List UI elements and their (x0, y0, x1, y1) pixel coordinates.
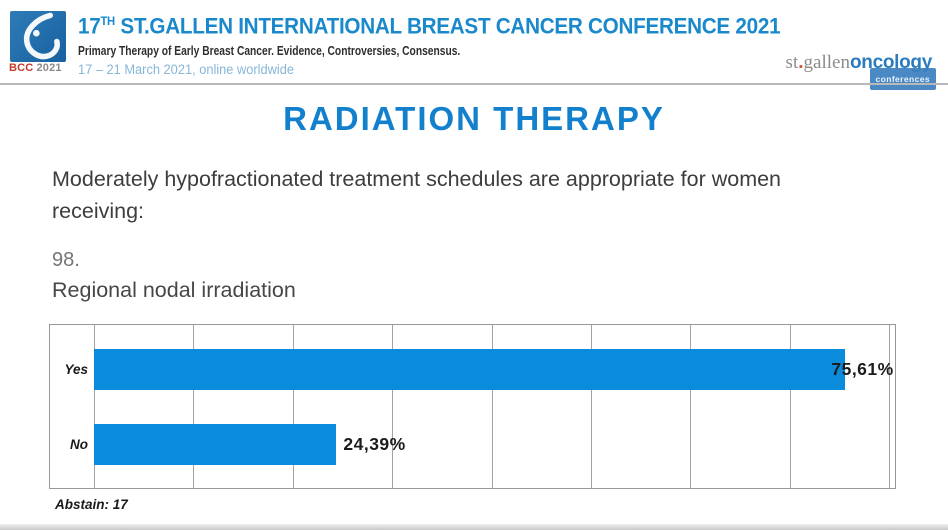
gridline (193, 325, 195, 488)
breast-ribbon-icon (23, 12, 60, 60)
gridline (690, 325, 692, 488)
logo-oncology: oncology (849, 52, 932, 73)
gridline (590, 325, 592, 488)
conference-header: 17TH ST.GALLEN INTERNATIONAL BREAST CANC… (78, 6, 825, 78)
chart-plot: Yes 75,61% No 24,39% (64, 325, 893, 488)
gridline (491, 325, 493, 488)
gridline (392, 325, 394, 488)
chart-row: Yes 75,61% (64, 332, 893, 407)
gridline (889, 325, 890, 488)
bcc-logo-caption: BCC 2021 (9, 62, 79, 74)
poll-results-chart: Yes 75,61% No 24,39% (49, 324, 896, 489)
category-label: No (70, 437, 88, 452)
logo-gallen: gallen (803, 52, 850, 73)
header-divider (0, 83, 948, 85)
title-text: ST.GALLEN INTERNATIONAL BREAST CANCER CO… (114, 13, 781, 39)
title-ordinal: TH (100, 14, 115, 28)
conference-title: 17TH ST.GALLEN INTERNATIONAL BREAST CANC… (78, 6, 781, 41)
logo-dot: . (798, 52, 804, 73)
value-bar (94, 424, 337, 465)
value-label: 24,39% (343, 434, 406, 454)
bottom-edge (0, 524, 948, 530)
gridline (94, 325, 95, 488)
conference-subtitle: Primary Therapy of Early Breast Cancer. … (78, 44, 461, 59)
question-item: Regional nodal irradiation (52, 278, 296, 302)
conferences-badge: conferences (869, 68, 936, 90)
chart-rows: Yes 75,61% No 24,39% (64, 325, 893, 488)
bcc-label: BCC (9, 62, 34, 74)
value-label: 75,61% (831, 359, 894, 379)
conference-dates: 17 – 21 March 2021, online worldwide (78, 62, 295, 78)
bcc-logo (10, 11, 66, 62)
abstain-note: Abstain: 17 (55, 497, 128, 512)
gridline (292, 325, 294, 488)
question-text: Moderately hypofractionated treatment sc… (52, 167, 782, 223)
bcc-year: 2021 (36, 62, 62, 74)
section-title: RADIATION THERAPY (283, 100, 665, 137)
chart-row: No 24,39% (70, 407, 889, 482)
stgallen-oncology-logo: st.gallenoncology conferences (785, 52, 936, 90)
title-number: 17 (78, 13, 101, 39)
value-bar (94, 349, 846, 390)
question-number: 98. (52, 249, 80, 271)
category-label: Yes (64, 362, 88, 377)
logo-st: st (785, 52, 799, 73)
gridline (789, 325, 791, 488)
